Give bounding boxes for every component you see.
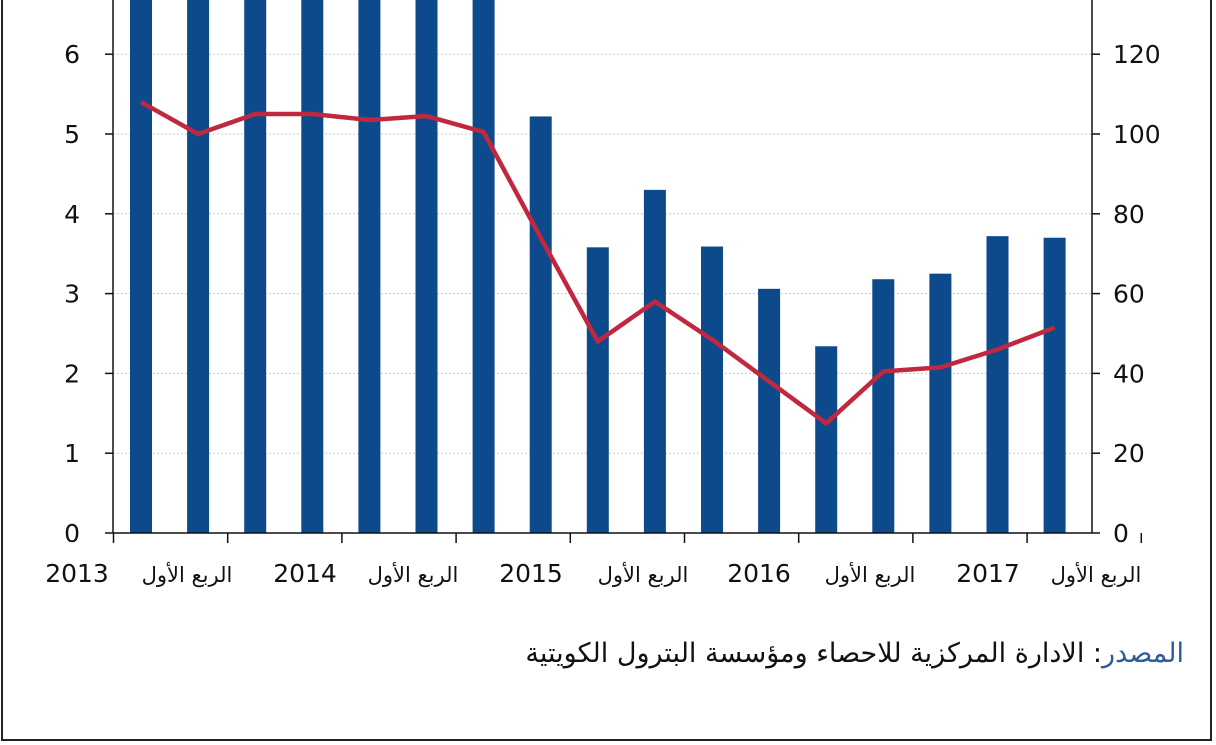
x-year-label: 2013	[45, 559, 109, 588]
bar	[929, 273, 952, 533]
right-tick-label: 100	[1113, 120, 1161, 149]
bar	[358, 0, 381, 533]
bar	[1043, 237, 1066, 534]
source-note: المصدر: الادارة المركزية للاحصاء ومؤسسة …	[525, 638, 1184, 669]
bar	[130, 0, 152, 533]
right-tick-label: 0	[1113, 519, 1129, 548]
bar	[586, 247, 609, 534]
x-quarter-label: الربع الأول	[825, 562, 916, 587]
x-year-label: 2016	[727, 559, 791, 588]
bar	[529, 116, 552, 533]
left-tick-label: 2	[64, 359, 80, 388]
right-tick-label: 60	[1113, 280, 1145, 309]
right-tick-label: 40	[1113, 359, 1145, 388]
bar	[758, 288, 781, 533]
x-year-label: 2017	[956, 559, 1020, 588]
left-tick-label: 4	[64, 200, 80, 229]
x-quarter-label: الربع الأول	[142, 562, 233, 587]
right-tick-label: 20	[1113, 439, 1145, 468]
line-series-path	[139, 100, 1056, 426]
x-quarter-label: الربع الأول	[1051, 562, 1142, 587]
right-tick-label: 120	[1113, 40, 1161, 69]
bar	[986, 236, 1009, 534]
source-label: المصدر	[1102, 638, 1184, 669]
x-year-label: 2014	[273, 559, 337, 588]
bar	[244, 0, 267, 533]
bar	[301, 0, 324, 533]
bar	[872, 279, 895, 533]
left-tick-label: 0	[64, 519, 80, 548]
bar	[701, 246, 723, 533]
bar	[415, 0, 438, 533]
line-series	[139, 100, 1056, 426]
bar	[472, 0, 495, 533]
bar	[187, 0, 210, 533]
left-tick-label: 1	[64, 439, 80, 468]
bar	[643, 189, 666, 534]
right-tick-label: 80	[1113, 200, 1145, 229]
x-quarter-label: الربع الأول	[368, 562, 459, 587]
x-quarter-label: الربع الأول	[598, 562, 689, 587]
x-year-label: 2015	[499, 559, 563, 588]
source-text: الادارة المركزية للاحصاء ومؤسسة البترول …	[525, 638, 1085, 669]
bar	[815, 346, 838, 533]
axes	[105, 0, 1143, 543]
left-tick-label: 6	[64, 40, 80, 69]
left-tick-label: 5	[64, 120, 80, 149]
left-tick-label: 3	[64, 280, 80, 309]
source-separator: :	[1084, 638, 1103, 669]
